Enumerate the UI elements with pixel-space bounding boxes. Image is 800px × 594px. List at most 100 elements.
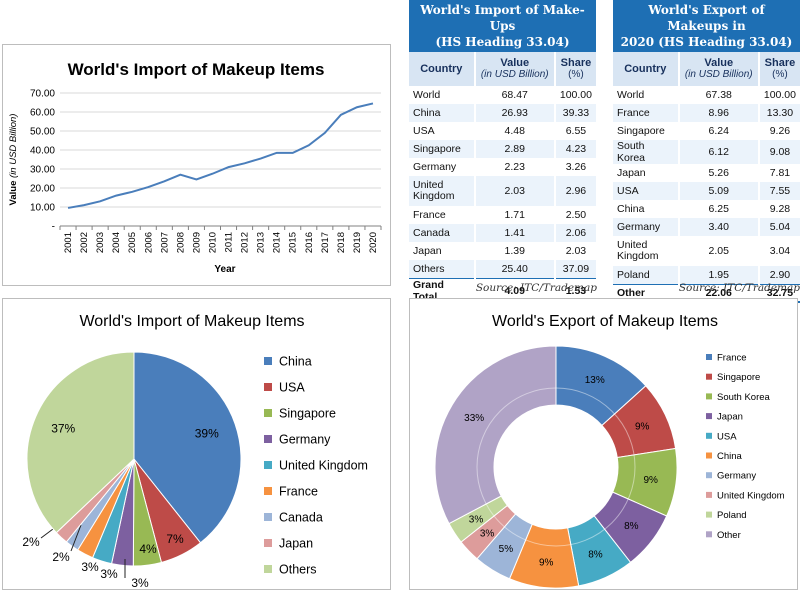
import-table-cell-value: 2.89 [473, 140, 555, 158]
import-table-row: Others 25.40 37.09 [409, 260, 596, 278]
import-table-cell-country: Others [409, 260, 475, 278]
export-table-cell-share: 7.81 [757, 164, 800, 182]
export-table-row: World 67.38 100.00 [613, 86, 800, 104]
export-donut-data-label: 9% [643, 475, 658, 486]
export-table-row: Germany 3.40 5.04 [613, 218, 800, 236]
export-donut-data-label: 5% [499, 544, 514, 555]
import-pie-panel: World's Import of Makeup Items 39% 7% 4% 3% 3… [2, 298, 391, 590]
export-donut-panel: World's Export of Makeup Items 13% 9% 9% 8% 8… [409, 298, 798, 590]
export-donut-data-label: 9% [635, 421, 650, 432]
export-table-cell-value: 6.12 [677, 140, 759, 164]
export-table-cell-value: 6.25 [677, 200, 759, 218]
import-table-cell-value: 2.03 [473, 176, 555, 206]
export-table-cell-share: 9.08 [757, 140, 800, 164]
export-table-row: China 6.25 9.28 [613, 200, 800, 218]
export-table-cell-country: South Korea [613, 140, 679, 164]
export-table-cell-value: 6.24 [677, 122, 759, 140]
export-table-cell-share: 9.26 [757, 122, 800, 140]
x-tick-label: 2005 [127, 232, 138, 253]
export-table-cell-country: Germany [613, 218, 679, 236]
export-table-total-row: Other 22.06 32.75 [613, 283, 800, 303]
legend-label: Others [279, 563, 317, 577]
legend-label: USA [717, 431, 737, 442]
export-table-row: South Korea 6.12 9.08 [613, 140, 800, 164]
import-table-row: United Kingdom 2.03 2.96 [409, 176, 596, 206]
import-table-cell-share: 39.33 [553, 104, 596, 122]
import-table-cell-country: United Kingdom [409, 176, 475, 206]
import-table-row: France 1.71 2.50 [409, 206, 596, 224]
export-donut-title: World's Export of Makeup Items [492, 313, 718, 330]
import-table-row: Germany 2.23 3.26 [409, 158, 596, 176]
legend-swatch [264, 435, 272, 443]
legend-label: Japan [717, 412, 743, 423]
export-table-cell-value: 1.95 [677, 266, 759, 284]
export-table-cell-value: 5.26 [677, 164, 759, 182]
x-tick-label: 2018 [336, 232, 347, 253]
x-tick-label: 2011 [224, 232, 235, 252]
import-pie-chart: World's Import of Makeup Items39%7%4%3%3… [22, 313, 368, 590]
x-tick-label: 2009 [191, 232, 202, 253]
legend-swatch [264, 357, 272, 365]
x-tick-label: 2006 [143, 232, 154, 253]
import-table-cell-share: 37.09 [553, 260, 596, 278]
export-table-row: Japan 5.26 7.81 [613, 164, 800, 182]
legend-label: Japan [279, 537, 313, 551]
export-table-cell-country: Japan [613, 164, 679, 182]
x-tick-label: 2001 [63, 232, 74, 253]
legend-swatch [706, 511, 712, 518]
export-table-title: World's Export of Makeups in 2020 (HS Hea… [613, 0, 800, 52]
legend-label: United Kingdom [279, 459, 368, 473]
import-table-cell-country: Canada [409, 224, 475, 242]
import-table-row: Japan 1.39 2.03 [409, 242, 596, 260]
import-table-cell-share: 4.23 [553, 140, 596, 158]
import-table-cell-value: 1.41 [473, 224, 555, 242]
leader-line [70, 524, 82, 552]
line-chart-title: World's Import of Makeup Items [68, 60, 325, 79]
import-table-cell-share: 3.26 [553, 158, 596, 176]
import-pie-data-label: 4% [139, 542, 157, 556]
x-tick-label: 2004 [111, 232, 122, 253]
legend-swatch [264, 487, 272, 495]
legend-swatch [706, 452, 712, 459]
import-table-row: USA 4.48 6.55 [409, 122, 596, 140]
legend-label: United Kingdom [717, 490, 785, 501]
export-donut-data-label: 33% [464, 413, 484, 424]
import-table-cell-value: 1.39 [473, 242, 555, 260]
import-table-cell-country: China [409, 104, 475, 122]
x-tick-label: 2015 [288, 232, 299, 253]
export-source: Source: ITC/Trademap [678, 282, 800, 294]
import-pie-data-label: 3% [100, 567, 118, 581]
legend-swatch [264, 461, 272, 469]
export-col-value: Value (in USD Billion) [677, 52, 759, 86]
legend-label: China [717, 451, 743, 462]
import-table-cell-value: 26.93 [473, 104, 555, 122]
x-tick-label: 2008 [175, 232, 186, 253]
export-table-row: Poland 1.95 2.90 [613, 266, 800, 284]
y-tick-label: 10.00 [30, 203, 55, 214]
x-tick-label: 2013 [256, 232, 267, 253]
import-pie-slice [26, 351, 135, 534]
legend-label: China [279, 355, 312, 369]
legend-label: Singapore [717, 372, 760, 383]
import-source: Source: ITC/Trademap [475, 282, 597, 294]
export-table-row: Singapore 6.24 9.26 [613, 122, 800, 140]
import-col-value: Value (in USD Billion) [473, 52, 555, 86]
legend-swatch [264, 383, 272, 391]
import-table-row: World 68.47 100.00 [409, 86, 596, 104]
import-pie-data-label: 2% [22, 535, 40, 549]
import-table-cell-value: 68.47 [473, 86, 555, 104]
export-table-cell-share: 3.04 [757, 236, 800, 266]
line-series [67, 102, 374, 209]
legend-swatch [264, 513, 272, 521]
legend-swatch [706, 531, 712, 538]
y-tick-label: 60.00 [30, 108, 55, 119]
import-table-row: China 26.93 39.33 [409, 104, 596, 122]
import-col-share: Share (%) [553, 52, 596, 86]
x-tick-label: 2014 [272, 232, 283, 253]
import-pie-data-label: 3% [131, 576, 149, 589]
import-table-row: Singapore 2.89 4.23 [409, 140, 596, 158]
legend-label: Germany [279, 433, 331, 447]
legend-label: France [279, 485, 318, 499]
x-tick-label: 2010 [207, 232, 218, 253]
export-table-row: France 8.96 13.30 [613, 104, 800, 122]
